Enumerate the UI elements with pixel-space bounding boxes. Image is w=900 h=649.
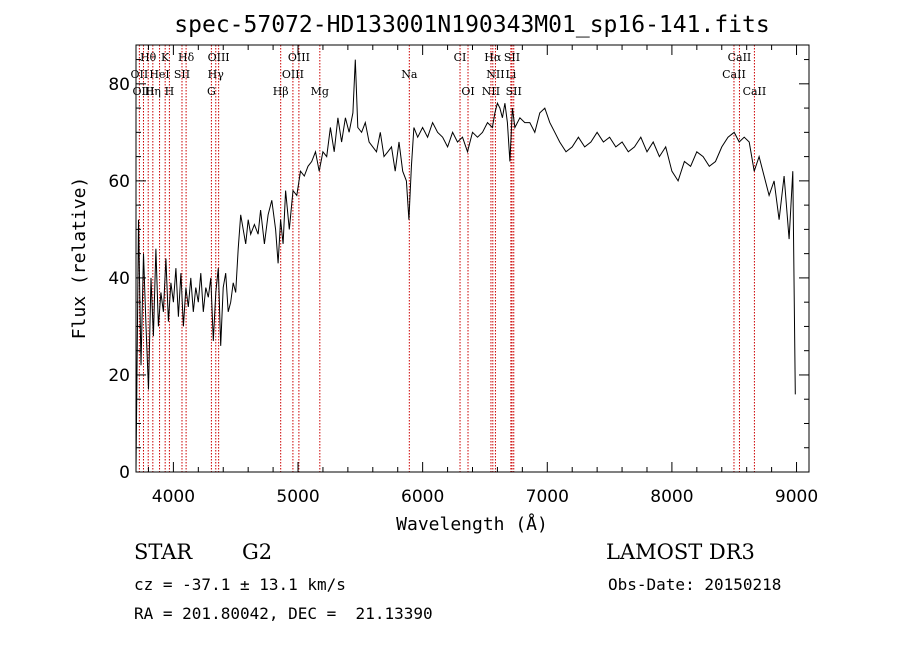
y-tick-label: 40 <box>108 269 130 289</box>
marker-label: K <box>161 51 170 64</box>
marker-label: Hβ <box>273 85 289 98</box>
y-axis: 0 20 40 60 80 <box>108 59 809 483</box>
marker-label: OIII <box>132 85 154 98</box>
y-tick-label: 20 <box>108 366 130 386</box>
emission-line-markers <box>138 45 755 472</box>
y-tick-label: 0 <box>119 463 130 483</box>
y-tick-label: 60 <box>108 172 130 192</box>
x-tick-label: 5000 <box>276 487 319 507</box>
marker-label: G <box>207 85 216 98</box>
x-tick-label: 6000 <box>401 487 444 507</box>
marker-label: H <box>165 85 175 98</box>
marker-label: OIII <box>288 51 310 64</box>
marker-label: OII <box>131 68 149 81</box>
x-axis-label: Wavelength (Å) <box>396 513 548 535</box>
observation-date: Obs-Date: 20150218 <box>608 575 782 594</box>
x-tick-label: 4000 <box>152 487 195 507</box>
marker-label: CaII <box>728 51 752 64</box>
marker-label: HeI <box>149 68 169 81</box>
object-class: STAR <box>134 540 193 564</box>
y-tick-label: 80 <box>108 75 130 95</box>
x-tick-label: 9000 <box>775 487 818 507</box>
marker-label: Li <box>505 68 516 81</box>
spectrum-line <box>135 59 796 473</box>
marker-label: OI <box>461 85 474 98</box>
marker-label: OIII <box>282 68 304 81</box>
sky-coordinates: RA = 201.80042, DEC = 21.13390 <box>134 604 433 623</box>
chart-title: spec-57072-HD133001N190343M01_sp16-141.f… <box>174 12 769 38</box>
x-axis: 4000 5000 6000 7000 8000 9000 <box>147 45 818 507</box>
y-axis-label: Flux (relative) <box>69 177 90 340</box>
marker-label: NII <box>486 68 504 81</box>
marker-label: NII <box>482 85 500 98</box>
survey-name: LAMOST DR3 <box>606 540 755 564</box>
marker-label: Na <box>401 68 418 81</box>
marker-label: Hη <box>145 85 161 98</box>
marker-label: SII <box>506 85 522 98</box>
object-subclass: G2 <box>242 540 273 564</box>
plot-frame <box>135 44 810 473</box>
redshift-value: cz = -37.1 ± 13.1 km/s <box>134 575 346 594</box>
marker-label: Hδ <box>178 51 195 64</box>
marker-label: Mg <box>311 85 329 98</box>
marker-label: SII <box>504 51 520 64</box>
x-tick-label: 7000 <box>526 487 569 507</box>
marker-label: Hγ <box>208 68 225 81</box>
marker-label: SII <box>174 68 190 81</box>
marker-label: CaII <box>722 68 746 81</box>
marker-label: CaII <box>743 85 767 98</box>
x-tick-label: 8000 <box>650 487 693 507</box>
marker-label: Hα <box>484 51 502 64</box>
marker-label: OIII <box>208 51 230 64</box>
marker-label: CI <box>454 51 467 64</box>
marker-label: Hθ <box>140 51 157 64</box>
